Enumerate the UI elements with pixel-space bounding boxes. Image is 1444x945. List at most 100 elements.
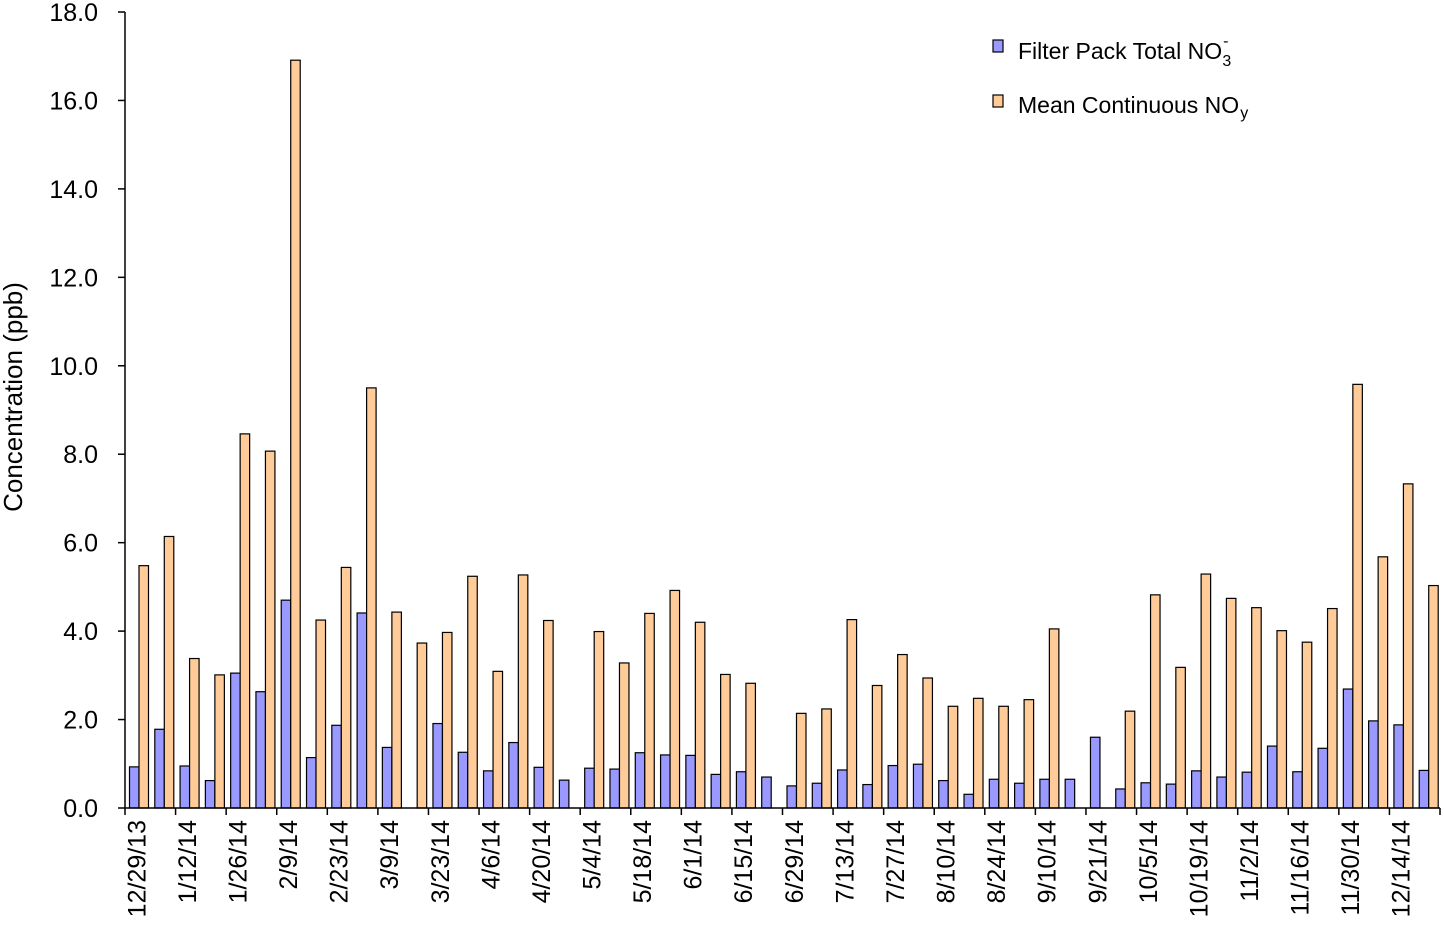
bar-continuous-noy-15 <box>517 574 529 809</box>
bar-continuous-noy-9 <box>366 387 377 809</box>
bar-continuous-noy-43 <box>1225 597 1237 809</box>
bar-filter-pack-35 <box>1013 782 1025 809</box>
bar-continuous-noy-41 <box>1175 666 1186 809</box>
y-tick-label: 12.0 <box>49 264 98 292</box>
legend-label-filter-pack: Filter Pack Total NO-3 <box>1018 33 1231 70</box>
bar-continuous-noy-7 <box>315 619 327 809</box>
bar-filter-pack-44 <box>1241 771 1253 809</box>
axes-layer <box>118 11 1441 815</box>
y-axis-title: Concentration (ppb) <box>0 282 28 512</box>
bar-filter-pack-21 <box>659 754 671 809</box>
x-tick-label: 7/13/14 <box>831 820 859 904</box>
bar-continuous-noy-28 <box>846 619 858 809</box>
bar-continuous-noy-16 <box>543 619 554 809</box>
x-tick-label: 12/14/14 <box>1388 820 1416 917</box>
bar-continuous-noy-22 <box>694 621 706 809</box>
bar-filter-pack-48 <box>1342 688 1354 809</box>
x-tick-label: 9/21/14 <box>1084 820 1112 904</box>
bar-filter-pack-28 <box>836 769 848 809</box>
legend-swatch-continuous-noy <box>992 94 1004 108</box>
bar-continuous-noy-33 <box>972 697 984 809</box>
bar-filter-pack-22 <box>685 754 696 809</box>
bar-continuous-noy-51 <box>1428 584 1439 809</box>
bar-filter-pack-43 <box>1216 776 1228 809</box>
bar-filter-pack-23 <box>710 773 722 809</box>
bar-filter-pack-5 <box>255 691 267 809</box>
bar-continuous-noy-47 <box>1326 607 1338 809</box>
legend: Filter Pack Total NO-3 Mean Continuous N… <box>992 33 1248 122</box>
bars-layer <box>128 59 1439 809</box>
bar-filter-pack-24 <box>735 771 747 809</box>
y-tick-label: 0.0 <box>63 795 98 823</box>
bar-continuous-noy-48 <box>1352 383 1363 809</box>
x-tick-label: 6/29/14 <box>781 820 809 904</box>
bar-continuous-noy-45 <box>1276 630 1288 809</box>
y-tick-label: 4.0 <box>63 618 98 646</box>
bar-filter-pack-31 <box>912 763 924 809</box>
x-tick-labels: 12/29/13 1/12/14 1/26/14 2/9/14 2/23/14 3/9/1… <box>123 820 1415 917</box>
bar-filter-pack-26 <box>786 785 798 809</box>
y-tick-label: 16.0 <box>49 87 98 115</box>
bar-filter-pack-39 <box>1115 788 1126 809</box>
bar-filter-pack-45 <box>1266 745 1278 809</box>
bar-filter-pack-27 <box>811 782 823 809</box>
bar-continuous-noy-35 <box>1023 699 1035 809</box>
x-tick-label: 5/18/14 <box>629 820 657 904</box>
x-tick-label: 2/9/14 <box>275 820 303 890</box>
bar-continuous-noy-6 <box>290 59 301 809</box>
x-tick-label: 5/4/14 <box>578 820 606 890</box>
x-tick-label: 1/12/14 <box>174 820 202 904</box>
y-tick-label: 18.0 <box>49 0 98 27</box>
bar-continuous-noy-10 <box>391 611 402 809</box>
bar-continuous-noy-30 <box>897 653 908 809</box>
bar-continuous-noy-21 <box>669 589 681 809</box>
bar-continuous-noy-44 <box>1251 607 1262 809</box>
bar-continuous-noy-39 <box>1124 710 1136 809</box>
y-tick-labels: 0.0 2.0 4.0 6.0 8.0 10.0 12.0 14.0 16.0 18.0 <box>49 0 98 823</box>
bar-filter-pack-37 <box>1064 778 1076 809</box>
x-tick-label: 2/23/14 <box>326 820 354 904</box>
bar-continuous-noy-12 <box>441 631 453 809</box>
bar-filter-pack-20 <box>634 752 646 809</box>
bar-filter-pack-33 <box>963 793 975 809</box>
bar-filter-pack-15 <box>508 741 519 809</box>
bar-continuous-noy-24 <box>745 682 757 809</box>
y-tick-label: 14.0 <box>49 176 98 204</box>
x-tick-label: 11/30/14 <box>1337 820 1365 916</box>
x-tick-label: 7/27/14 <box>882 820 910 904</box>
bar-filter-pack-17 <box>558 779 570 809</box>
x-tick-label: 12/29/13 <box>123 820 151 917</box>
y-tick-label: 10.0 <box>49 353 98 381</box>
bar-filter-pack-13 <box>457 751 469 809</box>
bar-continuous-noy-36 <box>1048 628 1060 809</box>
bar-continuous-noy-14 <box>492 670 504 809</box>
bar-continuous-noy-20 <box>644 612 655 809</box>
x-tick-label: 3/9/14 <box>376 820 404 890</box>
bar-filter-pack-32 <box>938 779 949 809</box>
bar-filter-pack-3 <box>204 779 216 809</box>
x-tick-label: 4/6/14 <box>477 820 505 890</box>
bar-filter-pack-19 <box>609 768 621 809</box>
bar-filter-pack-47 <box>1317 747 1329 809</box>
bar-filter-pack-6 <box>280 599 292 809</box>
bar-continuous-noy-19 <box>618 662 630 809</box>
x-tick-label: 9/10/14 <box>1034 820 1062 904</box>
bar-continuous-noy-27 <box>821 708 832 809</box>
bar-continuous-noy-31 <box>922 677 934 809</box>
x-tick-label: 8/24/14 <box>983 820 1011 904</box>
bar-continuous-noy-4 <box>239 433 251 809</box>
legend-label-continuous-noy: Mean Continuous NOy <box>1018 92 1248 122</box>
bar-continuous-noy-32 <box>947 705 959 809</box>
bar-filter-pack-10 <box>381 746 393 809</box>
bar-continuous-noy-3 <box>214 674 225 809</box>
bar-filter-pack-1 <box>154 728 165 809</box>
x-tick-label: 3/23/14 <box>427 820 455 904</box>
bar-continuous-noy-49 <box>1377 556 1389 809</box>
bar-filter-pack-36 <box>1039 778 1050 809</box>
bar-filter-pack-46 <box>1292 771 1303 809</box>
x-tick-label: 4/20/14 <box>528 820 556 904</box>
bar-continuous-noy-46 <box>1301 641 1313 809</box>
bar-filter-pack-51 <box>1418 769 1430 809</box>
bar-filter-pack-49 <box>1368 720 1379 809</box>
